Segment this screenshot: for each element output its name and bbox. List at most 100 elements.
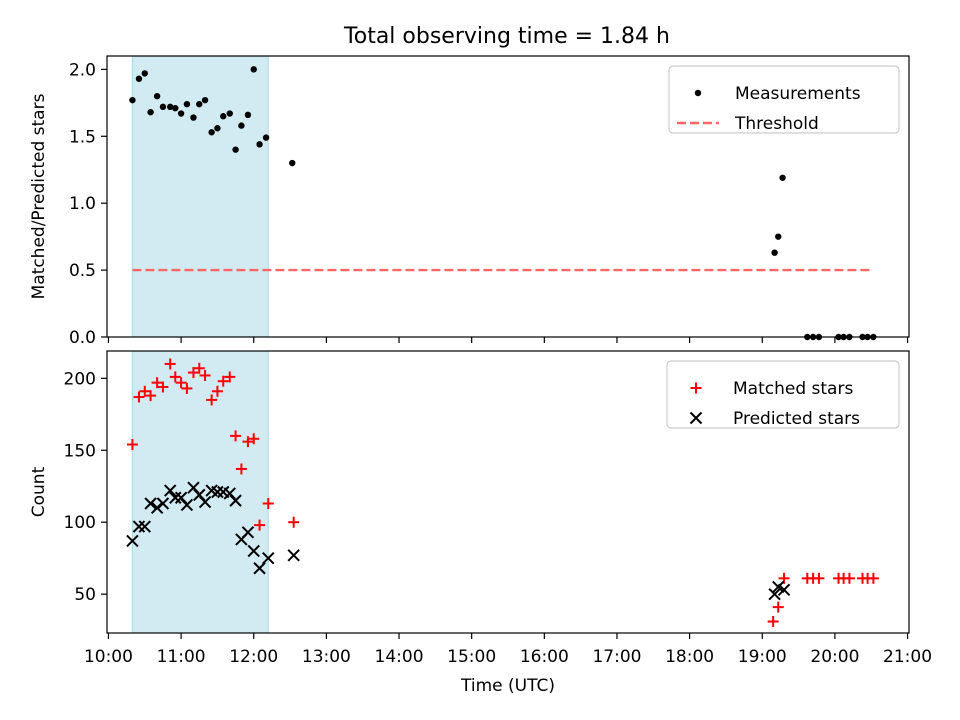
legend-label-matched-stars: Matched stars: [733, 379, 853, 399]
matched-stars-point: [772, 601, 784, 613]
x-tick-label: 19:00: [738, 647, 787, 667]
ratio-y-tick-label: 0.0: [69, 328, 96, 348]
matched-stars-point: [169, 371, 181, 383]
measurement-point: [177, 110, 185, 117]
x-stroke-b: [150, 501, 164, 515]
measurement-point: [244, 111, 252, 119]
measurement-point: [135, 75, 143, 82]
matched-stars-point: [145, 390, 157, 402]
matched-stars-point: [187, 367, 199, 379]
measurement-point: [190, 114, 197, 121]
matched-stars-point: [151, 377, 163, 389]
matched-stars-point: [211, 385, 223, 397]
x-tick-label: 15:00: [447, 647, 496, 667]
legend-label-threshold: Threshold: [734, 114, 819, 134]
ratio-legend-box: [668, 65, 900, 134]
matched-stars-point: [767, 615, 779, 627]
x-stroke-b: [777, 583, 791, 597]
predicted-stars-point: [169, 491, 182, 504]
ratio-y-tick-label: 0.5: [69, 261, 96, 281]
x-stroke-b: [138, 520, 151, 533]
measurement-point: [771, 249, 778, 256]
x-stroke-b: [253, 562, 266, 575]
predicted-stars-point: [253, 562, 266, 575]
x-stroke-b: [229, 494, 242, 507]
measurement-point: [262, 134, 270, 141]
legend-measurements-marker: [694, 89, 702, 97]
x-tick-label: 17:00: [592, 647, 641, 667]
x-stroke-b: [163, 484, 177, 497]
ratio-y-tick-label: 1.0: [69, 194, 96, 214]
measurement-point: [220, 113, 227, 120]
ratio-axes-frame: [106, 55, 910, 338]
x-tick-label: 12:00: [229, 647, 278, 667]
predicted-stars-point: [126, 534, 139, 548]
predicted-stars-point: [241, 526, 255, 539]
measurement-point: [214, 125, 221, 132]
x-stroke-b: [287, 549, 300, 562]
ratio-y-axis-label: Matched/Predicted stars: [29, 93, 49, 299]
x-stroke-b: [144, 497, 157, 510]
matched-stars-point: [230, 430, 242, 442]
predicted-stars-point: [229, 494, 242, 507]
matched-stars-point: [157, 381, 169, 393]
matched-stars-point: [224, 371, 236, 383]
predicted-stars-point: [132, 520, 146, 533]
predicted-stars-point: [211, 485, 224, 499]
matched-stars-point: [288, 516, 300, 528]
count-axes-frame: [106, 350, 910, 634]
measurement-point: [153, 92, 161, 100]
measurement-point: [208, 129, 215, 136]
measurement-point: [226, 110, 233, 117]
predicted-stars-point: [144, 497, 157, 510]
measurement-point: [289, 159, 296, 167]
x-tick-label: 18:00: [665, 647, 714, 667]
measurement-point: [147, 109, 154, 116]
x-tick-label: 14:00: [375, 647, 424, 667]
predicted-stars-point: [138, 520, 151, 533]
measurement-point: [779, 174, 786, 181]
matched-stars-point: [867, 572, 879, 584]
matched-stars-point: [262, 498, 274, 510]
matched-stars-point: [175, 377, 187, 389]
predicted-stars-point: [287, 549, 300, 562]
matched-stars-point: [126, 439, 138, 451]
predicted-stars-point: [777, 583, 791, 597]
measurement-point: [232, 146, 239, 153]
x-stroke-b: [689, 411, 703, 425]
x-tick-label: 13:00: [302, 647, 351, 667]
matched-stars-point: [813, 572, 825, 584]
measurement-point: [183, 100, 191, 108]
legend-matched-marker: [690, 382, 702, 394]
x-stroke-b: [768, 587, 781, 601]
matched-stars-point: [242, 436, 254, 448]
predicted-stars-point: [262, 551, 275, 565]
count-y-tick-label: 100: [64, 513, 96, 533]
count-y-tick-label: 200: [64, 369, 96, 389]
count-y-tick-label: 50: [74, 585, 96, 605]
legend-label-measurements: Measurements: [735, 84, 861, 104]
predicted-stars-point: [180, 498, 194, 512]
measurement-point: [238, 122, 245, 129]
chart-title: Total observing time = 1.84 h: [343, 24, 670, 49]
x-stroke-b: [241, 526, 255, 539]
matched-stars-point: [206, 394, 218, 406]
x-stroke-b: [205, 484, 218, 497]
ratio-y-tick-label: 1.5: [69, 127, 96, 147]
x-stroke-b: [247, 544, 260, 558]
measurement-point: [159, 103, 167, 111]
x-stroke-b: [169, 491, 182, 504]
x-tick-label: 16:00: [520, 647, 569, 667]
predicted-stars-point: [247, 544, 260, 558]
predicted-stars-point: [156, 497, 170, 510]
x-tick-label: 10:00: [84, 647, 133, 667]
matched-stars-point: [843, 572, 855, 584]
x-stroke-b: [217, 485, 230, 499]
measurement-point: [172, 104, 179, 112]
x-stroke-b: [193, 488, 206, 502]
count-legend-box: [666, 360, 900, 429]
count-shaded-span: [131, 350, 269, 634]
x-stroke-b: [156, 497, 170, 510]
matched-stars-point: [164, 358, 176, 370]
